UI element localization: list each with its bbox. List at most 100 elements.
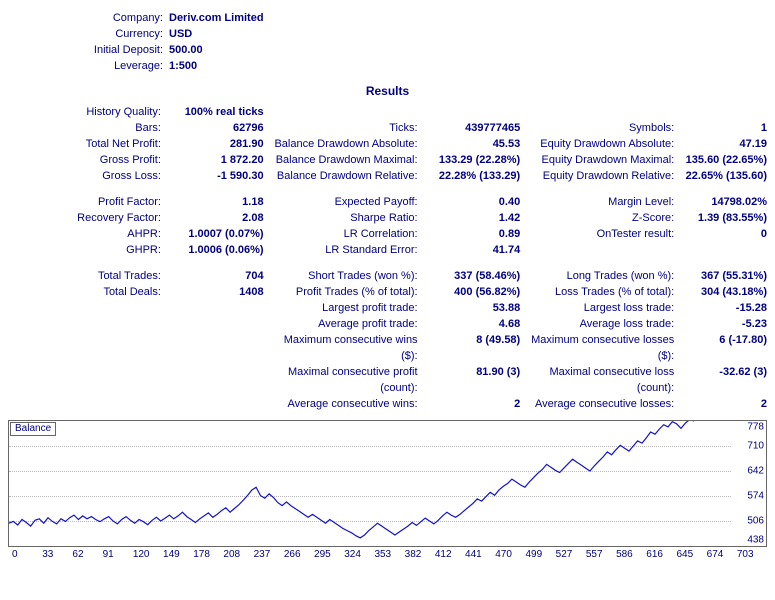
stat-label: Total Trades:	[8, 268, 165, 284]
stat-label: Balance Drawdown Absolute:	[270, 136, 422, 152]
stat-label	[8, 316, 165, 332]
stat-label: Loss Trades (% of total):	[526, 284, 678, 300]
x-tick-label: 208	[223, 549, 253, 560]
stat-label: Total Deals:	[8, 284, 165, 300]
stat-label: Long Trades (won %):	[526, 268, 678, 284]
stat-label: Sharpe Ratio:	[270, 210, 422, 226]
stat-label: Equity Drawdown Absolute:	[526, 136, 678, 152]
stat-label: Profit Trades (% of total):	[270, 284, 422, 300]
stat-label: Margin Level:	[526, 194, 678, 210]
stat-row: Bars:62796Ticks:439777465Symbols:1	[8, 120, 767, 136]
stat-label: Ticks:	[270, 120, 422, 136]
stat-value: 14798.02%	[678, 194, 767, 210]
x-tick-label: 441	[465, 549, 495, 560]
stat-label: Average consecutive wins:	[270, 396, 422, 412]
stat-value: 1.0007 (0.07%)	[165, 226, 270, 242]
stat-value: 1408	[165, 284, 270, 300]
stat-label: Balance Drawdown Maximal:	[270, 152, 422, 168]
stat-row: Average profit trade:4.68Average loss tr…	[8, 316, 767, 332]
x-tick-label: 645	[676, 549, 706, 560]
x-tick-label: 33	[42, 549, 72, 560]
stat-label: Maximal consecutive profit (count):	[270, 364, 422, 396]
stat-value: 0	[678, 226, 767, 242]
stat-label: AHPR:	[8, 226, 165, 242]
stat-value: 47.19	[678, 136, 767, 152]
stat-value: 6 (-17.80)	[678, 332, 767, 364]
stat-value: 22.65% (135.60)	[678, 168, 767, 184]
company-value: Deriv.com Limited	[169, 10, 264, 26]
stat-label: Profit Factor:	[8, 194, 165, 210]
x-tick-label: 149	[163, 549, 193, 560]
stat-label	[8, 396, 165, 412]
x-tick-label: 470	[495, 549, 525, 560]
x-tick-label: 674	[707, 549, 737, 560]
stat-value: -5.23	[678, 316, 767, 332]
stat-value: 704	[165, 268, 270, 284]
x-tick-label: 324	[344, 549, 374, 560]
company-label: Company:	[8, 10, 169, 26]
deposit-label: Initial Deposit:	[8, 42, 169, 58]
stat-row: Maximum consecutive wins ($):8 (49.58)Ma…	[8, 332, 767, 364]
stat-label	[8, 300, 165, 316]
stat-value	[165, 316, 270, 332]
stat-label: Maximal consecutive loss (count):	[526, 364, 678, 396]
stat-value: 62796	[165, 120, 270, 136]
stat-label	[526, 242, 678, 258]
stat-row: Total Trades:704Short Trades (won %):337…	[8, 268, 767, 284]
stat-value: 2	[422, 396, 527, 412]
stat-label: Largest profit trade:	[270, 300, 422, 316]
stat-value: 135.60 (22.65%)	[678, 152, 767, 168]
stat-value: -32.62 (3)	[678, 364, 767, 396]
stat-value: 0.40	[422, 194, 527, 210]
stat-row: History Quality:100% real ticks	[8, 104, 767, 120]
stat-value	[678, 242, 767, 258]
stat-label: Gross Profit:	[8, 152, 165, 168]
stat-value: 400 (56.82%)	[422, 284, 527, 300]
x-tick-label: 412	[435, 549, 465, 560]
x-tick-label: 703	[737, 549, 767, 560]
x-tick-label: 120	[133, 549, 163, 560]
stat-label: Maximum consecutive wins ($):	[270, 332, 422, 364]
stat-value: 1	[678, 120, 767, 136]
stat-value: 1.39 (83.55%)	[678, 210, 767, 226]
stat-value: 81.90 (3)	[422, 364, 527, 396]
balance-chart: Balance 438506574642710778	[8, 420, 767, 547]
x-tick-label: 266	[284, 549, 314, 560]
stat-value	[165, 396, 270, 412]
stat-value: 53.88	[422, 300, 527, 316]
stat-label	[526, 104, 678, 120]
stat-value: 4.68	[422, 316, 527, 332]
stat-value: 41.74	[422, 242, 527, 258]
stat-row: Total Net Profit:281.90Balance Drawdown …	[8, 136, 767, 152]
currency-value: USD	[169, 26, 192, 42]
stat-value: 2.08	[165, 210, 270, 226]
stat-label: Symbols:	[526, 120, 678, 136]
stat-value: 100% real ticks	[165, 104, 270, 120]
stat-value: 1 872.20	[165, 152, 270, 168]
stat-row: Profit Factor:1.18Expected Payoff:0.40Ma…	[8, 194, 767, 210]
stat-label: GHPR:	[8, 242, 165, 258]
stat-value: 0.89	[422, 226, 527, 242]
stat-value: 304 (43.18%)	[678, 284, 767, 300]
y-tick-label: 438	[747, 535, 764, 546]
results-table: History Quality:100% real ticksBars:6279…	[8, 104, 767, 412]
stat-value	[422, 104, 527, 120]
stat-label: LR Standard Error:	[270, 242, 422, 258]
x-tick-label: 382	[405, 549, 435, 560]
stat-row: Recovery Factor:2.08Sharpe Ratio:1.42Z-S…	[8, 210, 767, 226]
stat-label: Expected Payoff:	[270, 194, 422, 210]
stat-row: AHPR:1.0007 (0.07%)LR Correlation:0.89On…	[8, 226, 767, 242]
deposit-value: 500.00	[169, 42, 203, 58]
stat-row: Gross Loss:-1 590.30Balance Drawdown Rel…	[8, 168, 767, 184]
x-tick-label: 178	[193, 549, 223, 560]
stat-label: Maximum consecutive losses ($):	[526, 332, 678, 364]
stat-label: Gross Loss:	[8, 168, 165, 184]
stat-value: 2	[678, 396, 767, 412]
stat-row: Maximal consecutive profit (count):81.90…	[8, 364, 767, 396]
stat-value: 1.42	[422, 210, 527, 226]
y-tick-label: 642	[747, 466, 764, 477]
stat-row: Average consecutive wins:2Average consec…	[8, 396, 767, 412]
stat-row: Total Deals:1408Profit Trades (% of tota…	[8, 284, 767, 300]
balance-line	[9, 421, 729, 546]
stat-label: Average loss trade:	[526, 316, 678, 332]
